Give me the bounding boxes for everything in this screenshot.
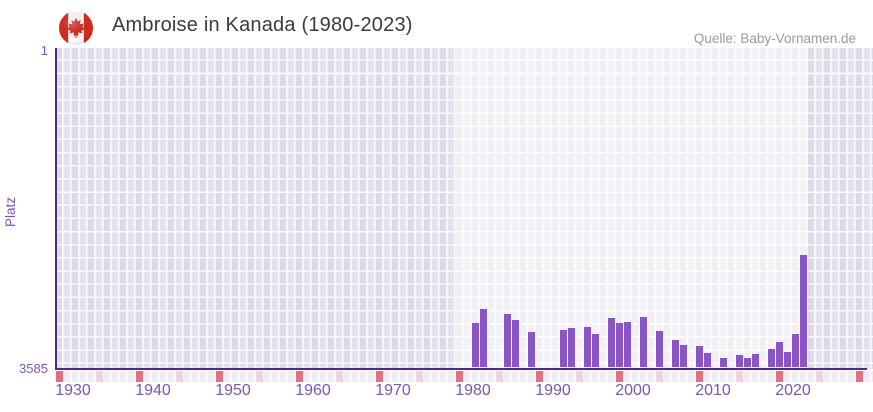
half-decade-marker-1995 <box>575 370 583 382</box>
half-decade-marker-1985 <box>495 370 503 382</box>
bar-2011[interactable] <box>704 353 711 368</box>
bar-1983[interactable] <box>480 309 487 368</box>
bar-2017[interactable] <box>752 354 759 368</box>
highlight-band-1980-2023 <box>455 48 808 369</box>
bar-2000[interactable] <box>616 322 623 368</box>
decade-marker-1930 <box>55 370 63 382</box>
decade-marker-strip <box>55 370 873 382</box>
canada-flag-icon <box>59 11 93 45</box>
plot-area <box>55 48 873 369</box>
decade-marker-2030 <box>855 370 863 382</box>
bar-2020[interactable] <box>776 342 783 368</box>
bar-2015[interactable] <box>736 354 743 368</box>
source-attribution: Quelle: Baby-Vornamen.de <box>693 31 856 46</box>
half-decade-marker-1975 <box>415 370 423 382</box>
y-axis-title: Platz <box>3 197 18 228</box>
chart-title: Ambroise in Kanada (1980-2023) <box>112 14 413 36</box>
y-tick-max: 1 <box>40 43 48 58</box>
x-tick-1950: 1950 <box>215 382 251 399</box>
bar-1982[interactable] <box>472 322 479 368</box>
decade-marker-2010 <box>695 370 703 382</box>
decade-marker-1940 <box>135 370 143 382</box>
half-decade-marker-1945 <box>175 370 183 382</box>
bar-1986[interactable] <box>504 313 511 368</box>
bar-2019[interactable] <box>768 349 775 368</box>
half-decade-marker-1965 <box>335 370 343 382</box>
bar-2003[interactable] <box>640 317 647 368</box>
y-axis-line <box>55 48 57 369</box>
x-tick-2000: 2000 <box>615 382 651 399</box>
bar-2008[interactable] <box>680 344 687 368</box>
x-tick-1970: 1970 <box>375 382 411 399</box>
x-axis-line <box>55 367 867 370</box>
decade-marker-1970 <box>375 370 383 382</box>
y-tick-min: 3585 <box>19 361 48 376</box>
bar-1994[interactable] <box>568 328 575 368</box>
bar-1996[interactable] <box>584 327 591 368</box>
bar-2001[interactable] <box>624 321 631 368</box>
bar-2007[interactable] <box>672 339 679 368</box>
x-tick-1980: 1980 <box>455 382 491 399</box>
decade-marker-1990 <box>535 370 543 382</box>
bar-1993[interactable] <box>560 329 567 368</box>
bar-2005[interactable] <box>656 331 663 368</box>
decade-marker-1960 <box>295 370 303 382</box>
decade-marker-2000 <box>615 370 623 382</box>
half-decade-marker-1955 <box>255 370 263 382</box>
half-decade-marker-2025 <box>815 370 823 382</box>
half-decade-marker-2015 <box>735 370 743 382</box>
half-decade-marker-1935 <box>95 370 103 382</box>
bar-2016[interactable] <box>744 357 751 368</box>
bar-2022[interactable] <box>792 334 799 368</box>
bar-1999[interactable] <box>608 317 615 368</box>
x-axis-labels: 1930 1940 1950 1960 1970 1980 1990 2000 2010 2020 <box>55 382 873 404</box>
x-tick-1990: 1990 <box>535 382 571 399</box>
bar-2013[interactable] <box>720 357 727 368</box>
decade-marker-1980 <box>455 370 463 382</box>
bar-1997[interactable] <box>592 334 599 368</box>
bar-1987[interactable] <box>512 320 519 368</box>
x-tick-1930: 1930 <box>55 382 91 399</box>
bar-2021[interactable] <box>784 352 791 368</box>
decade-marker-1950 <box>215 370 223 382</box>
decade-marker-2020 <box>775 370 783 382</box>
bar-2010[interactable] <box>696 345 703 368</box>
x-tick-2010: 2010 <box>695 382 731 399</box>
x-tick-1940: 1940 <box>135 382 171 399</box>
x-tick-1960: 1960 <box>295 382 331 399</box>
bar-2023[interactable] <box>800 254 807 368</box>
x-tick-2020: 2020 <box>775 382 811 399</box>
bar-1989[interactable] <box>528 331 535 368</box>
bars-layer <box>55 48 873 369</box>
half-decade-marker-2005 <box>655 370 663 382</box>
